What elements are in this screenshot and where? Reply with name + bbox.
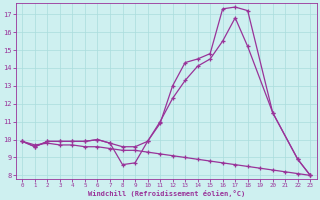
X-axis label: Windchill (Refroidissement éolien,°C): Windchill (Refroidissement éolien,°C) xyxy=(88,190,245,197)
